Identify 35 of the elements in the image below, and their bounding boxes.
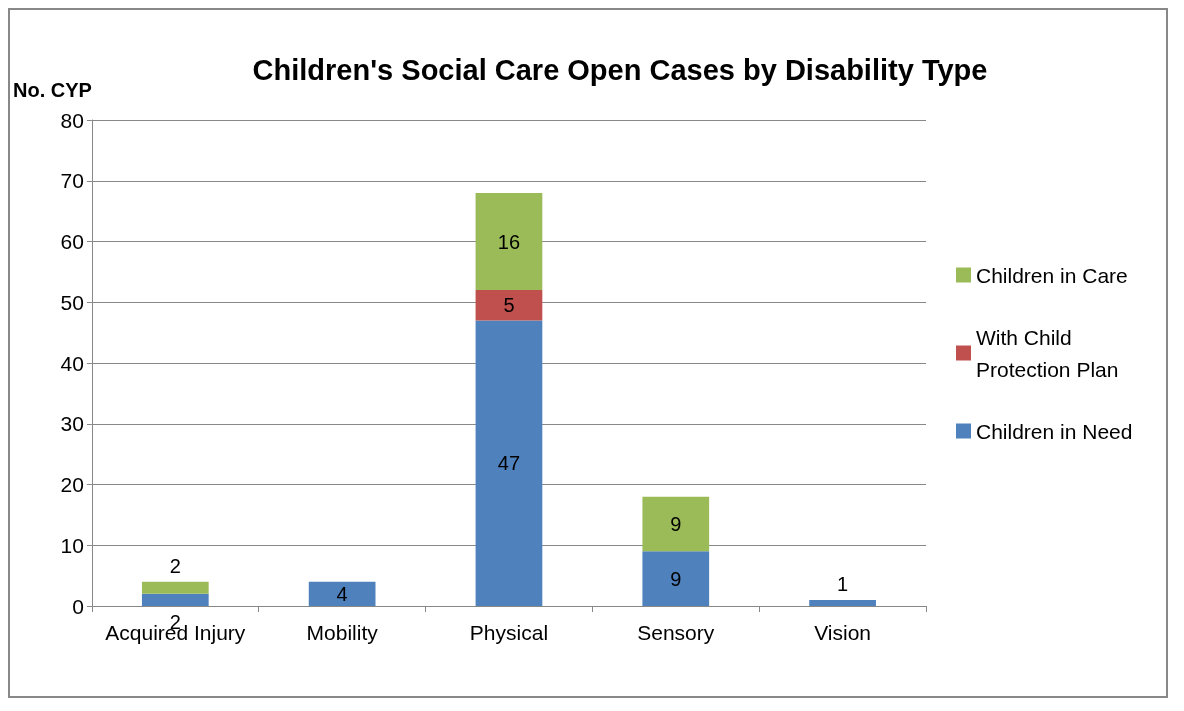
bar (475, 290, 543, 321)
bar (141, 593, 209, 606)
data-label: 16 (497, 230, 521, 253)
y-tick-label: 20 (60, 473, 84, 496)
legend-label: With Child Protection Plan (976, 325, 1119, 381)
bar (475, 192, 543, 291)
chart-title: Children's Social Care Open Cases by Disability Type (252, 53, 988, 86)
legend-label: Children in Care (976, 263, 1128, 287)
bar (642, 551, 710, 606)
bar (475, 320, 543, 606)
bar (809, 599, 876, 606)
data-label: 47 (497, 452, 521, 475)
data-label: 1 (837, 572, 849, 595)
data-label: 5 (503, 294, 515, 317)
data-label: 4 (336, 582, 348, 605)
y-tick-label: 10 (60, 533, 84, 557)
y-tick-label: 40 (60, 351, 84, 375)
y-tick-label: 30 (60, 412, 84, 436)
y-tick-label: 0 (72, 594, 84, 618)
x-tick-label: Vision (814, 621, 871, 644)
y-tick-label: 70 (60, 169, 84, 193)
bar (141, 581, 209, 594)
x-tick-label: Physical (469, 621, 549, 644)
data-label: 9 (670, 567, 682, 590)
bar (308, 581, 376, 606)
x-tick-label: Mobility (306, 621, 379, 644)
data-label: 9 (670, 512, 682, 535)
y-tick-label: 50 (60, 290, 84, 314)
x-tick-label: Sensory (637, 621, 715, 644)
bar (642, 496, 710, 552)
y-tick-label: 60 (60, 230, 84, 253)
y-axis-title: No. CYP (12, 79, 92, 101)
data-label: 2 (169, 554, 181, 577)
y-tick-label: 80 (60, 108, 84, 132)
legend-label: Children in Need (976, 419, 1133, 443)
